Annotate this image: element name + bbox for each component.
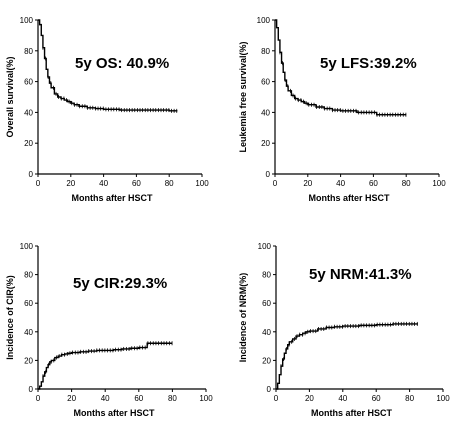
series-line-1 [276,323,418,390]
chart-panel-1: 0 20 40 60 80 100 0 20 40 60 80 100 Months after HSC… [5,16,209,203]
y-tick-label: 40 [24,108,33,117]
y-axis-title: Incidence of CIR(%) [5,275,15,360]
x-tick-label: 20 [67,394,76,403]
x-axis-title: Months after HSCT [309,193,391,203]
x-tick-label: 100 [199,394,213,403]
summary-annotation: 5y CIR:29.3% [73,275,167,292]
chart-panel-2: 0 20 40 60 80 100 0 20 40 60 80 100 Months after HSC… [238,16,446,203]
summary-annotation: 5y OS: 40.9% [75,55,169,72]
y-tick-label: 80 [262,271,271,280]
x-tick-label: 80 [168,394,177,403]
y-tick-label: 20 [262,356,271,365]
y-tick-label: 40 [24,328,33,337]
x-tick-label: 20 [66,179,75,188]
y-tick-label: 40 [262,328,271,337]
y-axis-title: Leukemia free survival(%) [238,41,248,152]
y-tick-label: 0 [29,385,34,394]
x-tick-label: 0 [274,394,279,403]
y-tick-label: 80 [24,47,33,56]
x-tick-label: 100 [195,179,209,188]
x-tick-label: 80 [402,179,411,188]
x-tick-label: 40 [336,179,345,188]
x-tick-label: 60 [372,394,381,403]
x-tick-label: 0 [36,394,41,403]
x-axis-title: Months after HSCT [311,408,393,418]
y-tick-label: 60 [24,78,33,87]
x-tick-label: 20 [303,179,312,188]
y-tick-label: 20 [24,356,33,365]
y-tick-label: 100 [20,242,34,251]
y-axis-title: Incidence of NRM(%) [238,273,248,363]
x-tick-label: 80 [165,179,174,188]
x-tick-label: 100 [432,179,446,188]
y-tick-label: 80 [261,47,270,56]
x-axis-title: Months after HSCT [72,193,154,203]
y-tick-label: 20 [261,139,270,148]
x-tick-label: 0 [36,179,41,188]
x-axis-title: Months after HSCT [74,408,156,418]
y-tick-label: 0 [266,170,271,179]
summary-annotation: 5y NRM:41.3% [309,266,412,283]
x-tick-label: 80 [405,394,414,403]
x-tick-label: 40 [101,394,110,403]
y-tick-label: 100 [257,16,271,25]
x-tick-label: 0 [273,179,278,188]
y-tick-label: 0 [29,170,34,179]
y-tick-label: 0 [267,385,272,394]
x-tick-label: 40 [338,394,347,403]
x-tick-label: 60 [134,394,143,403]
x-tick-label: 60 [132,179,141,188]
y-tick-label: 100 [258,242,272,251]
y-tick-label: 100 [20,16,34,25]
y-tick-label: 40 [261,108,270,117]
chart-panel-4: 0 20 40 60 80 100 0 20 40 60 80 100 Months after HSC… [238,242,450,418]
y-axis-title: Overall survival(%) [5,56,15,137]
y-tick-label: 60 [262,299,271,308]
censor-marks [279,50,407,117]
summary-annotation: 5y LFS:39.2% [320,55,417,72]
x-tick-label: 100 [436,394,450,403]
x-tick-label: 40 [99,179,108,188]
x-tick-label: 20 [305,394,314,403]
censor-marks [42,45,178,113]
y-tick-label: 80 [24,271,33,280]
censor-marks [42,341,173,379]
censor-marks [280,321,418,369]
x-tick-label: 60 [369,179,378,188]
y-tick-label: 60 [261,78,270,87]
y-tick-label: 20 [24,139,33,148]
y-tick-label: 60 [24,299,33,308]
chart-panel-3: 0 20 40 60 80 100 0 20 40 60 80 100 Months after HSC… [5,242,213,418]
